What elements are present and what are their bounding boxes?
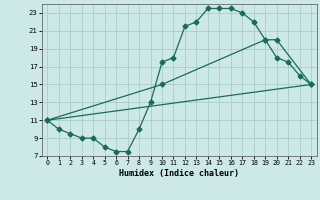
X-axis label: Humidex (Indice chaleur): Humidex (Indice chaleur): [119, 169, 239, 178]
